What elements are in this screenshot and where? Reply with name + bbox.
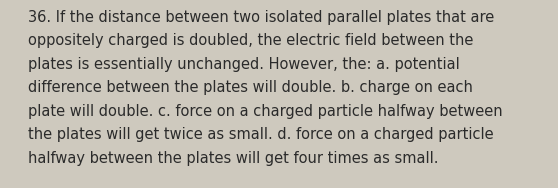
Text: halfway between the plates will get four times as small.: halfway between the plates will get four… [28, 151, 439, 166]
Text: difference between the plates will double. b. charge on each: difference between the plates will doubl… [28, 80, 473, 96]
Text: 36. If the distance between two isolated parallel plates that are: 36. If the distance between two isolated… [28, 10, 494, 25]
Text: plates is essentially unchanged. However, the: a. potential: plates is essentially unchanged. However… [28, 57, 460, 72]
Text: the plates will get twice as small. d. force on a charged particle: the plates will get twice as small. d. f… [28, 127, 494, 143]
Text: oppositely charged is doubled, the electric field between the: oppositely charged is doubled, the elect… [28, 33, 473, 49]
Text: plate will double. c. force on a charged particle halfway between: plate will double. c. force on a charged… [28, 104, 503, 119]
